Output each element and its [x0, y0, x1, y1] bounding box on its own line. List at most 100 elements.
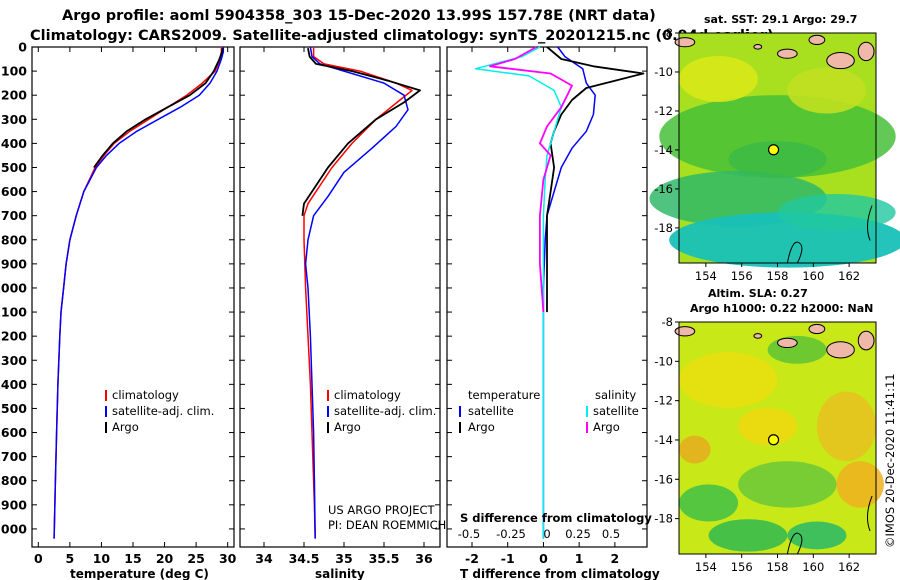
series-line-argo	[93, 48, 224, 169]
lat-tick-label: -10	[654, 65, 673, 79]
map-color-region	[679, 56, 758, 102]
legend-label-sal-satellite: satellite	[593, 404, 639, 418]
series-line-salinity-satellite	[474, 46, 563, 539]
legend-title-temperature: temperature	[468, 388, 540, 402]
series-line-argo	[301, 48, 421, 216]
series-line-satellite-adj-clim-	[304, 46, 409, 539]
x-tick-label: 30	[219, 551, 237, 566]
map-color-region	[679, 484, 739, 522]
temperature-series	[53, 47, 225, 539]
map-color-region	[679, 352, 778, 408]
x-tick-label: 15	[124, 551, 141, 566]
salinity-tick-labels: 34 34.5 35 35.5 36	[255, 551, 433, 566]
lon-tick-label: 156	[731, 269, 753, 283]
island-shape	[753, 333, 763, 339]
depth-tick-label: 400	[1, 136, 27, 151]
legend-label-argo: Argo	[112, 420, 139, 434]
temperature-legend: climatology satellite-adj. clim. Argo	[105, 388, 214, 434]
depth-tick-label: 1500	[0, 401, 27, 416]
temperature-axis-label: temperature (deg C)	[70, 567, 209, 580]
legend-label-temp-argo: Argo	[468, 420, 495, 434]
island-shape	[857, 41, 875, 62]
lon-tick-label: 160	[802, 269, 824, 283]
salinity-series	[301, 46, 421, 539]
x2-tick-label: -0.5	[458, 527, 480, 541]
reef-contour	[786, 532, 803, 555]
map-color-region	[738, 407, 798, 445]
salinity-grid	[240, 46, 440, 547]
lon-tick-label: 154	[695, 269, 717, 283]
x-tick-label: 0	[34, 551, 43, 566]
map-color-region	[767, 335, 827, 364]
argo-location-marker	[767, 144, 780, 156]
lon-tick-label: 158	[767, 560, 789, 574]
salinity-panel-frame	[239, 46, 441, 548]
x2-tick-label: -0.25	[496, 527, 526, 541]
sla-map-field	[674, 322, 884, 555]
legend-label-argo: Argo	[334, 420, 361, 434]
title-line-1: Argo profile: aoml 5904358_303 15-Dec-20…	[62, 8, 656, 24]
depth-tick-label: 900	[1, 256, 27, 271]
depth-tick-label: 1900	[0, 497, 27, 512]
legend-title-salinity: salinity	[595, 388, 636, 402]
x-tick-label: 20	[156, 551, 174, 566]
series-line-temperature-argo	[546, 46, 645, 313]
depth-tick-label: 1800	[0, 473, 27, 488]
argo-location-marker	[767, 434, 780, 446]
sla-map-panel: Altim. SLA: 0.27 Argo h1000: 0.22 h2000:…	[654, 287, 884, 574]
legend-label-satellite: satellite-adj. clim.	[112, 404, 214, 418]
island-shape	[808, 34, 826, 46]
map-color-region	[816, 391, 876, 462]
lat-tick-label: -10	[654, 354, 673, 368]
temperature-grid	[32, 46, 234, 547]
x-tick-label: 34	[255, 551, 273, 566]
pi-label: PI: DEAN ROEMMICH	[328, 518, 446, 532]
difference-legend: temperature satellite Argo salinity sate…	[459, 388, 639, 434]
island-shape	[826, 52, 855, 70]
map-color-region	[777, 194, 896, 231]
map-color-region	[787, 521, 847, 550]
difference-series	[474, 46, 645, 539]
sst-map-field	[649, 33, 900, 268]
depth-tick-label: 800	[1, 232, 27, 247]
x-tick-label: 34.5	[289, 551, 320, 566]
depth-tick-label: 1600	[0, 425, 27, 440]
lat-tick-label: -8	[662, 315, 673, 329]
legend-label-sal-argo: Argo	[593, 420, 620, 434]
depth-tick-label: 600	[1, 184, 27, 199]
depth-tick-label: 700	[1, 208, 27, 223]
series-line-satellite-adj-clim-	[53, 47, 225, 539]
depth-tick-label: 1300	[0, 353, 27, 368]
lon-tick-label: 156	[731, 560, 753, 574]
depth-tick-label: 300	[1, 112, 27, 127]
x-tick-label: 2	[611, 551, 620, 566]
x-tick-label: 5	[66, 551, 75, 566]
sla-map-title-2: Argo h1000: 0.22 h2000: NaN	[690, 302, 873, 315]
island-shape	[753, 44, 763, 50]
lat-tick-label: -12	[654, 394, 673, 408]
legend-label-satellite: satellite-adj. clim.	[334, 404, 436, 418]
x-tick-label: 1	[575, 551, 584, 566]
series-line-climatology	[303, 47, 413, 539]
depth-tick-label: 500	[1, 160, 27, 175]
title-line-2: Climatology: CARS2009. Satellite-adjuste…	[30, 28, 774, 44]
lat-tick-label: -14	[654, 433, 673, 447]
x-tick-label: -1	[501, 551, 515, 566]
series-line-salinity-argo	[488, 46, 573, 313]
map-color-region	[728, 141, 827, 178]
x2-tick-label: 0.5	[602, 527, 620, 541]
island-shape	[777, 337, 798, 349]
legend-label-climatology: climatology	[334, 388, 401, 402]
lon-tick-label: 154	[695, 560, 717, 574]
salinity-legend: climatology satellite-adj. clim. Argo	[327, 388, 436, 434]
map-color-region	[659, 95, 896, 178]
sst-map-panel: sat. SST: 29.1 Argo: 29.7 154 156 158 160 16…	[649, 13, 900, 283]
reef-contour	[786, 241, 803, 264]
island-shape	[674, 326, 696, 337]
lon-tick-label: 160	[802, 560, 824, 574]
depth-tick-label: 0	[18, 40, 27, 55]
depth-tick-label: 1700	[0, 449, 27, 464]
island-shape	[777, 48, 798, 59]
lat-tick-label: -16	[654, 472, 673, 486]
